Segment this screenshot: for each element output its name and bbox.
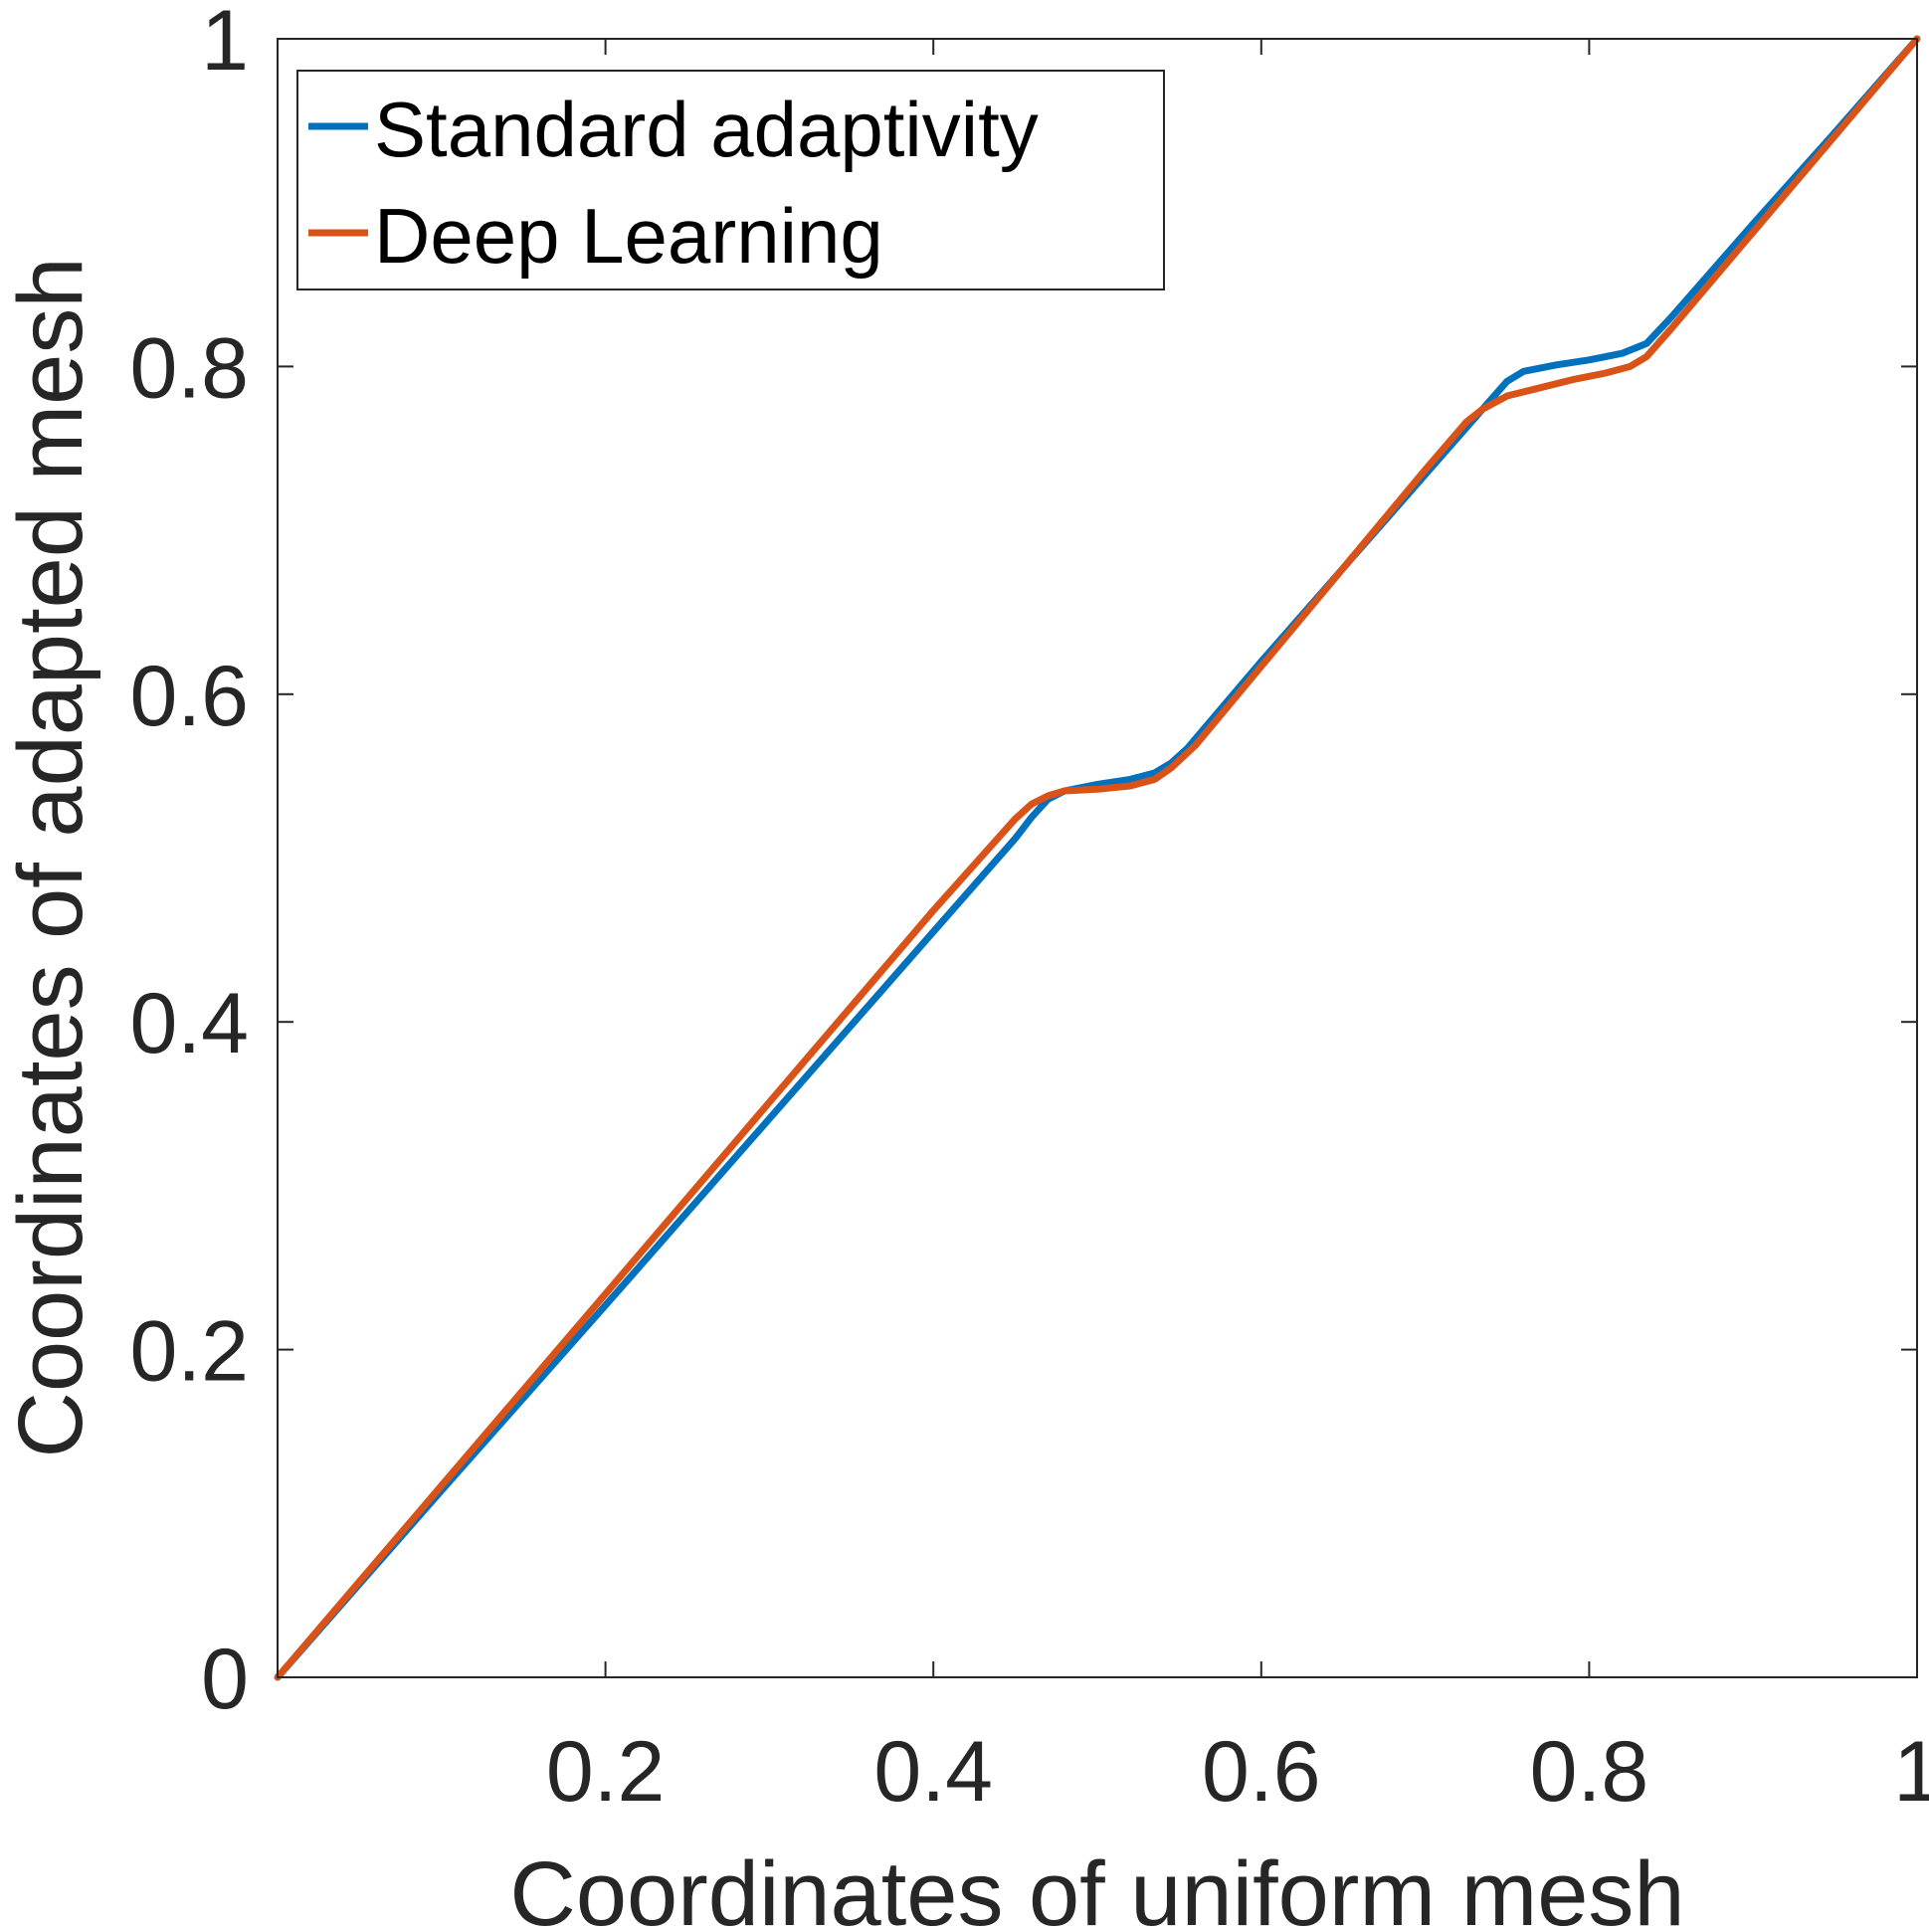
series-layer — [274, 35, 1921, 1681]
legend-box — [296, 70, 1165, 290]
series-line-standard-adaptivity — [274, 35, 1921, 1681]
series-line-deep-learning — [274, 35, 1921, 1681]
y-tick-label: 1 — [201, 0, 249, 89]
legend: Standard adaptivity Deep Learning — [296, 70, 1165, 290]
axes-box — [277, 38, 1918, 1678]
y-tick-label: 0.4 — [129, 976, 249, 1071]
plot-area — [278, 39, 1917, 1677]
x-axis-label: Coordinates of uniform mesh — [509, 1843, 1684, 1932]
x-tick-label: 0.2 — [546, 1724, 666, 1820]
y-tick-label: 0.6 — [129, 649, 249, 744]
ticks-layer: 0.2 0.4 0.6 0.8 1 0 0.2 0.4 0.6 0.8 1 — [129, 0, 1929, 1820]
y-tick-label: 0.2 — [129, 1304, 249, 1400]
x-tick-label: 0.4 — [873, 1724, 993, 1820]
legend-label-deep-learning: Deep Learning — [374, 192, 883, 280]
x-tick-label: 0.6 — [1202, 1724, 1321, 1820]
legend-label-standard-adaptivity: Standard adaptivity — [374, 86, 1039, 173]
x-tick-label: 1 — [1893, 1724, 1929, 1820]
y-tick-label: 0.8 — [129, 320, 249, 416]
x-tick-label: 0.8 — [1530, 1724, 1649, 1820]
y-axis-label: Coordinates of adapted mesh — [0, 257, 101, 1457]
y-tick-label: 0 — [201, 1632, 249, 1727]
